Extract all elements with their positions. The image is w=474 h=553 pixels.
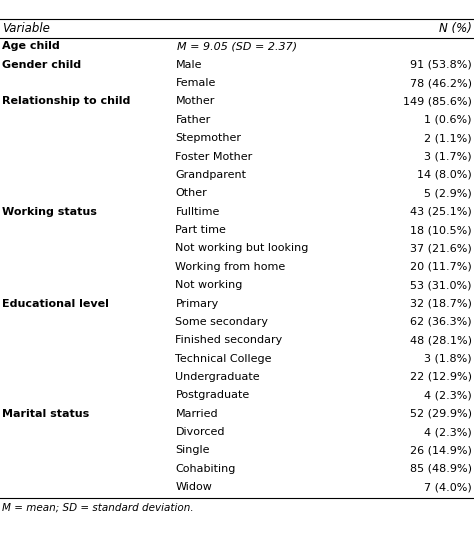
Text: Mother: Mother	[175, 96, 215, 107]
Text: Married: Married	[175, 409, 218, 419]
Text: Relationship to child: Relationship to child	[2, 96, 131, 107]
Text: 4 (2.3%): 4 (2.3%)	[424, 390, 472, 400]
Text: Stepmother: Stepmother	[175, 133, 241, 143]
Text: Grandparent: Grandparent	[175, 170, 246, 180]
Text: Cohabiting: Cohabiting	[175, 464, 236, 474]
Text: Foster Mother: Foster Mother	[175, 152, 253, 161]
Text: Other: Other	[175, 189, 207, 199]
Text: Female: Female	[175, 78, 216, 88]
Text: Postgraduate: Postgraduate	[175, 390, 250, 400]
Text: Fulltime: Fulltime	[175, 207, 220, 217]
Text: 52 (29.9%): 52 (29.9%)	[410, 409, 472, 419]
Text: Not working: Not working	[175, 280, 243, 290]
Text: 5 (2.9%): 5 (2.9%)	[424, 189, 472, 199]
Text: Technical College: Technical College	[175, 353, 272, 364]
Text: M = mean; SD = standard deviation.: M = mean; SD = standard deviation.	[2, 503, 194, 513]
Text: Undergraduate: Undergraduate	[175, 372, 260, 382]
Text: Age child: Age child	[2, 41, 60, 51]
Text: Primary: Primary	[175, 299, 219, 309]
Text: 62 (36.3%): 62 (36.3%)	[410, 317, 472, 327]
Text: Working status: Working status	[2, 207, 97, 217]
Text: 78 (46.2%): 78 (46.2%)	[410, 78, 472, 88]
Text: 1 (0.6%): 1 (0.6%)	[424, 115, 472, 125]
Text: Educational level: Educational level	[2, 299, 109, 309]
Text: Variable: Variable	[2, 22, 50, 35]
Text: 2 (1.1%): 2 (1.1%)	[424, 133, 472, 143]
Text: Male: Male	[175, 60, 202, 70]
Text: Widow: Widow	[175, 482, 212, 492]
Text: 22 (12.9%): 22 (12.9%)	[410, 372, 472, 382]
Text: 48 (28.1%): 48 (28.1%)	[410, 335, 472, 345]
Text: Some secondary: Some secondary	[175, 317, 268, 327]
Text: Single: Single	[175, 446, 210, 456]
Text: Working from home: Working from home	[175, 262, 286, 272]
Text: 18 (10.5%): 18 (10.5%)	[410, 225, 472, 235]
Text: Marital status: Marital status	[2, 409, 90, 419]
Text: 7 (4.0%): 7 (4.0%)	[424, 482, 472, 492]
Text: Father: Father	[175, 115, 210, 125]
Text: Not working but looking: Not working but looking	[175, 243, 309, 253]
Text: 14 (8.0%): 14 (8.0%)	[417, 170, 472, 180]
Text: Finished secondary: Finished secondary	[175, 335, 283, 345]
Text: 53 (31.0%): 53 (31.0%)	[410, 280, 472, 290]
Text: 4 (2.3%): 4 (2.3%)	[424, 427, 472, 437]
Text: 43 (25.1%): 43 (25.1%)	[410, 207, 472, 217]
Text: 91 (53.8%): 91 (53.8%)	[410, 60, 472, 70]
Text: N (%): N (%)	[439, 22, 472, 35]
Text: M = 9.05 (SD = 2.37): M = 9.05 (SD = 2.37)	[177, 41, 297, 51]
Text: Gender child: Gender child	[2, 60, 82, 70]
Text: Divorced: Divorced	[175, 427, 225, 437]
Text: 32 (18.7%): 32 (18.7%)	[410, 299, 472, 309]
Text: Part time: Part time	[175, 225, 226, 235]
Text: 85 (48.9%): 85 (48.9%)	[410, 464, 472, 474]
Text: 20 (11.7%): 20 (11.7%)	[410, 262, 472, 272]
Text: 26 (14.9%): 26 (14.9%)	[410, 446, 472, 456]
Text: 3 (1.7%): 3 (1.7%)	[424, 152, 472, 161]
Text: 3 (1.8%): 3 (1.8%)	[424, 353, 472, 364]
Text: 37 (21.6%): 37 (21.6%)	[410, 243, 472, 253]
Text: 149 (85.6%): 149 (85.6%)	[403, 96, 472, 107]
